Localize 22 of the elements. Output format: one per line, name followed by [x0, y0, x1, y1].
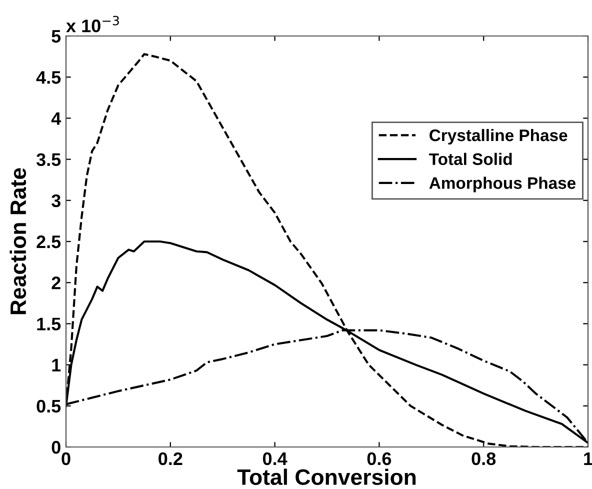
y-tick-label: 3.5	[36, 153, 61, 166]
x-tick-label: 0	[62, 452, 70, 466]
y-tick-label: 4.5	[36, 71, 61, 84]
legend-label: Total Solid	[429, 152, 512, 166]
y-tick-label: 2.5	[36, 235, 61, 248]
y-axis-title: Reaction Rate	[10, 168, 26, 314]
y-tick-label: 0	[52, 440, 60, 454]
y-tick-label: 5	[52, 30, 61, 43]
y-tick-label: 2	[52, 276, 60, 290]
y-tick-label: 4	[51, 112, 62, 125]
y-tick-label: 1	[52, 358, 61, 372]
x-tick-label: 0.2	[158, 452, 182, 466]
legend-label: Amorphous Phase	[429, 176, 576, 192]
y-tick-label: 1.5	[37, 318, 61, 330]
text: x 10$^{−3}$	[66, 16, 119, 32]
x-tick-label: 0.4	[262, 452, 288, 466]
x-tick-label: 0.8	[472, 452, 496, 466]
legend-label: Crystalline Phase	[430, 128, 568, 145]
y-tick-label: 3	[52, 194, 60, 208]
y-tick-label: 0.5	[36, 400, 61, 413]
x-tick-label: 0.6	[367, 452, 392, 466]
x-axis-title: Total Conversion	[237, 468, 416, 486]
